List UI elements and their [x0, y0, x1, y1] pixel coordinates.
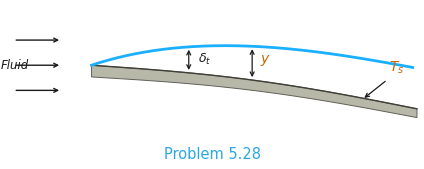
Text: Problem 5.28: Problem 5.28: [164, 147, 260, 162]
Polygon shape: [92, 65, 417, 118]
Text: $y$: $y$: [260, 53, 271, 68]
Text: Fluid: Fluid: [1, 59, 29, 72]
Text: $\delta_t$: $\delta_t$: [198, 52, 212, 67]
Text: $T_s$: $T_s$: [390, 60, 405, 76]
